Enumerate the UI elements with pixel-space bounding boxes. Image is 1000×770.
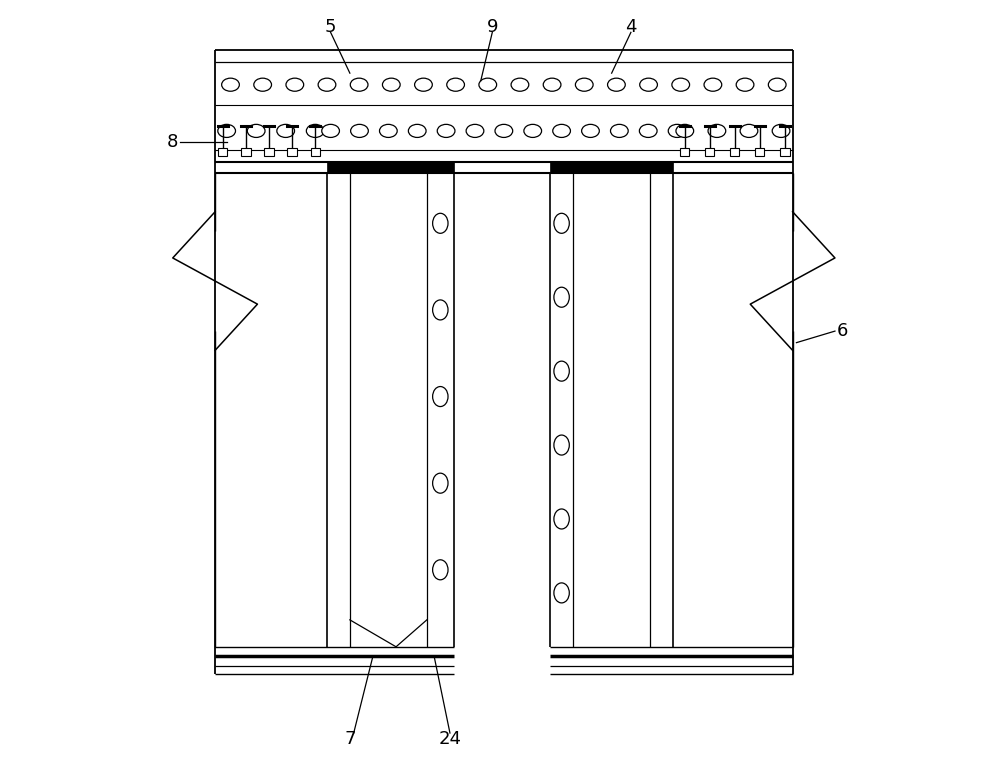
FancyBboxPatch shape <box>241 148 251 156</box>
Ellipse shape <box>554 583 569 603</box>
Ellipse shape <box>554 213 569 233</box>
Ellipse shape <box>318 78 336 91</box>
Ellipse shape <box>433 213 448 233</box>
Ellipse shape <box>543 78 561 91</box>
Ellipse shape <box>277 124 295 137</box>
Ellipse shape <box>772 124 790 137</box>
FancyBboxPatch shape <box>730 148 739 156</box>
Ellipse shape <box>582 124 599 137</box>
Ellipse shape <box>639 124 657 137</box>
Text: 6: 6 <box>837 322 848 340</box>
Ellipse shape <box>575 78 593 91</box>
FancyBboxPatch shape <box>755 148 764 156</box>
Ellipse shape <box>553 124 570 137</box>
Ellipse shape <box>247 124 265 137</box>
Ellipse shape <box>322 124 339 137</box>
Ellipse shape <box>433 387 448 407</box>
Ellipse shape <box>768 78 786 91</box>
Ellipse shape <box>306 124 324 137</box>
FancyBboxPatch shape <box>780 148 790 156</box>
Ellipse shape <box>254 78 272 91</box>
FancyBboxPatch shape <box>680 148 689 156</box>
Ellipse shape <box>554 287 569 307</box>
Text: 24: 24 <box>438 730 461 748</box>
FancyBboxPatch shape <box>264 148 274 156</box>
Text: 9: 9 <box>487 18 498 36</box>
FancyBboxPatch shape <box>218 148 227 156</box>
Ellipse shape <box>382 78 400 91</box>
FancyBboxPatch shape <box>705 148 714 156</box>
FancyBboxPatch shape <box>550 162 673 173</box>
Ellipse shape <box>286 78 304 91</box>
Ellipse shape <box>668 124 686 137</box>
FancyBboxPatch shape <box>327 162 454 173</box>
Ellipse shape <box>351 124 368 137</box>
Ellipse shape <box>433 560 448 580</box>
Ellipse shape <box>495 124 513 137</box>
Ellipse shape <box>608 78 625 91</box>
Ellipse shape <box>676 124 694 137</box>
Ellipse shape <box>379 124 397 137</box>
Ellipse shape <box>704 78 722 91</box>
Ellipse shape <box>447 78 464 91</box>
Ellipse shape <box>554 435 569 455</box>
Text: 8: 8 <box>167 133 178 152</box>
Ellipse shape <box>437 124 455 137</box>
Ellipse shape <box>554 509 569 529</box>
Ellipse shape <box>350 78 368 91</box>
Ellipse shape <box>672 78 690 91</box>
Text: 5: 5 <box>325 18 336 36</box>
Ellipse shape <box>433 473 448 494</box>
Ellipse shape <box>554 361 569 381</box>
Ellipse shape <box>415 78 432 91</box>
Ellipse shape <box>218 124 236 137</box>
Ellipse shape <box>640 78 657 91</box>
Ellipse shape <box>433 300 448 320</box>
FancyBboxPatch shape <box>311 148 320 156</box>
Ellipse shape <box>479 78 497 91</box>
Ellipse shape <box>466 124 484 137</box>
Text: 4: 4 <box>625 18 637 36</box>
Ellipse shape <box>524 124 542 137</box>
FancyBboxPatch shape <box>287 148 297 156</box>
Ellipse shape <box>740 124 758 137</box>
Ellipse shape <box>708 124 726 137</box>
Ellipse shape <box>736 78 754 91</box>
Ellipse shape <box>511 78 529 91</box>
Ellipse shape <box>408 124 426 137</box>
Text: 7: 7 <box>344 730 356 748</box>
Ellipse shape <box>610 124 628 137</box>
Ellipse shape <box>222 78 239 91</box>
